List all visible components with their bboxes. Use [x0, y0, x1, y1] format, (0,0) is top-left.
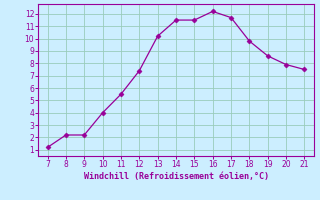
X-axis label: Windchill (Refroidissement éolien,°C): Windchill (Refroidissement éolien,°C)	[84, 172, 268, 181]
